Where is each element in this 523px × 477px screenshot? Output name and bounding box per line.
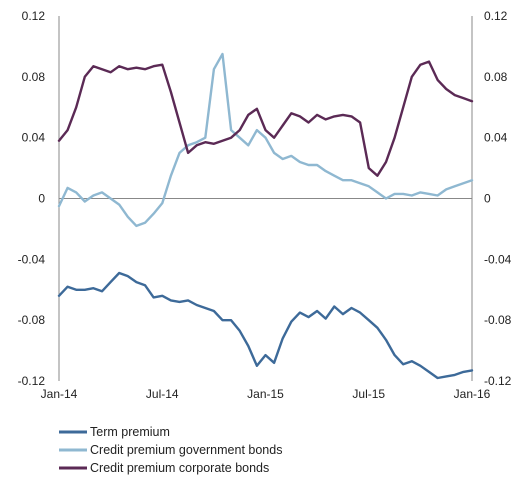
legend-label: Credit premium government bonds [90, 443, 282, 457]
x-tick-label: Jul-14 [146, 387, 179, 401]
legend-label: Term premium [90, 425, 170, 439]
x-tick-label: Jan-14 [41, 387, 78, 401]
right-y-tick-label: 0.08 [484, 70, 508, 84]
x-tick-label: Jan-16 [454, 387, 491, 401]
right-y-tick-label: -0.08 [484, 313, 512, 327]
x-axis-tick-labels: Jan-14 Jul-14 Jan-15 Jul-15 Jan-16 [41, 387, 491, 401]
series-line-1 [57, 271, 474, 380]
legend: Term premium Credit premium government bo… [59, 425, 282, 475]
chart-axes [58, 16, 473, 381]
series-lines [57, 52, 474, 380]
left-y-tick-label: -0.04 [18, 252, 46, 266]
right-y-tick-label: -0.12 [484, 374, 512, 388]
left-y-axis-tick-labels: 0.12 0.08 0.04 0 -0.04 -0.08 -0.12 [18, 9, 46, 388]
right-y-tick-label: 0.04 [484, 131, 508, 145]
left-y-tick-label: 0.12 [22, 9, 46, 23]
x-tick-label: Jan-15 [247, 387, 284, 401]
right-y-tick-label: 0 [484, 192, 491, 206]
series-line-2 [57, 52, 474, 228]
left-y-tick-label: 0.04 [22, 131, 46, 145]
right-y-tick-label: 0.12 [484, 9, 508, 23]
left-y-tick-label: -0.12 [18, 374, 46, 388]
left-y-tick-label: 0.08 [22, 70, 46, 84]
series-line-3 [57, 60, 474, 177]
left-y-tick-label: 0 [38, 192, 45, 206]
x-tick-label: Jul-15 [352, 387, 385, 401]
left-y-tick-label: -0.08 [18, 313, 46, 327]
right-y-axis-tick-labels: 0.12 0.08 0.04 0 -0.04 -0.08 -0.12 [484, 9, 512, 388]
right-y-tick-label: -0.04 [484, 252, 512, 266]
legend-label: Credit premium corporate bonds [90, 461, 269, 475]
